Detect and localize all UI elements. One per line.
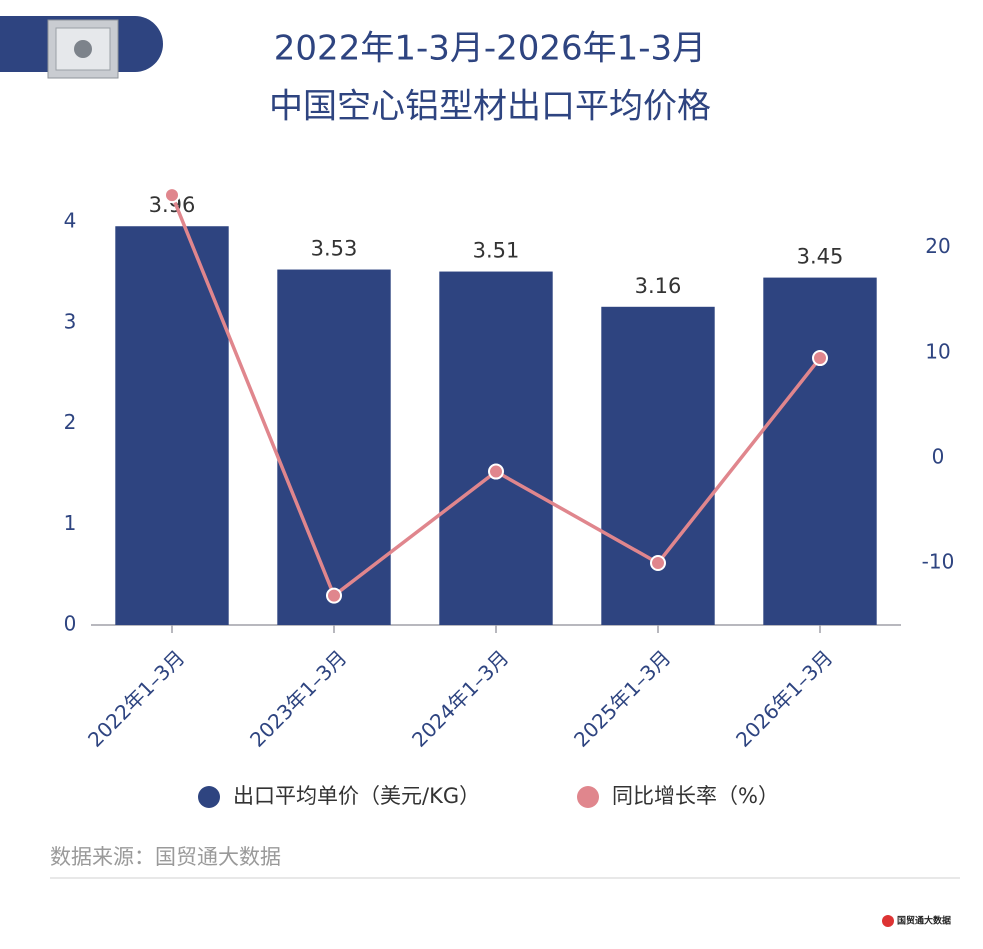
bar [439, 271, 553, 625]
y-tick-label: 0 [64, 612, 77, 636]
legend-label: 出口平均单价（美元/KG） [233, 784, 480, 808]
y2-tick-label: 10 [925, 339, 950, 363]
line-point [164, 187, 180, 204]
x-tick-label: 2026年1–3月 [731, 645, 837, 751]
line-point [812, 350, 828, 367]
x-tick-label: 2022年1–3月 [83, 645, 189, 751]
bar-value-label: 3.16 [635, 274, 682, 298]
legend-label: 同比增长率（%） [612, 784, 779, 808]
chart-subtitle: 中国空心铝型材出口平均价格 [269, 87, 711, 127]
x-tick-label: 2024年1–3月 [407, 645, 513, 751]
bar-value-label: 3.51 [473, 239, 520, 263]
legend-marker [198, 786, 220, 808]
y-tick-label: 2 [64, 410, 77, 434]
line-point [326, 587, 342, 604]
bar [601, 306, 715, 625]
y2-tick-label: 0 [932, 444, 945, 468]
source: 数据来源：国贸通大数据 [50, 845, 281, 869]
x-tick-label: 2023年1–3月 [245, 645, 351, 751]
y-tick-label: 1 [64, 511, 77, 535]
legend-marker [577, 786, 599, 808]
chart-title: 2022年1-3月-2026年1-3月 [274, 29, 706, 69]
profile-icon [47, 19, 119, 79]
y-tick-label: 3 [64, 309, 77, 333]
x-tick-label: 2025年1–3月 [569, 645, 675, 751]
y2-tick-label: 20 [925, 234, 950, 258]
logo-mark [882, 915, 894, 927]
logo: 国贸通大数据 [897, 915, 951, 927]
y2-tick-label: -10 [922, 549, 955, 573]
bar-value-label: 3.53 [311, 237, 358, 261]
line-point [488, 463, 504, 480]
bar [277, 269, 391, 625]
bar [763, 277, 877, 625]
bar [115, 226, 229, 625]
bar-value-label: 3.45 [797, 245, 844, 269]
y-tick-label: 4 [64, 209, 77, 233]
line-point [650, 554, 666, 571]
